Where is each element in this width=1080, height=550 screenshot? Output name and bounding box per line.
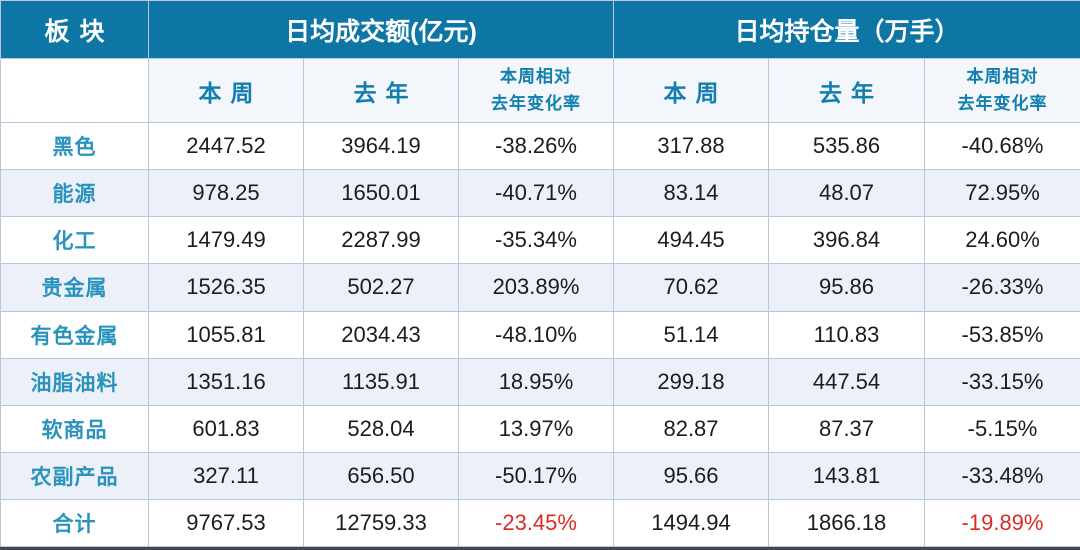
row-label: 能源	[0, 169, 149, 218]
cell-oi-change: -33.48%	[923, 451, 1080, 500]
table-row-total: 合计 9767.53 12759.33 -23.45% 1494.94 1866…	[0, 498, 1080, 548]
cell-turnover-week: 601.83	[148, 404, 304, 453]
row-label: 农副产品	[0, 451, 149, 500]
subheader-change-line2: 去年变化率	[957, 93, 1048, 113]
cell-oi-lastyear: 95.86	[768, 263, 925, 312]
cell-oi-week: 95.66	[613, 451, 769, 500]
group-header-turnover: 日均成交额(亿元)	[148, 0, 614, 60]
cell-turnover-week: 1526.35	[148, 263, 304, 312]
group-header-open-interest: 日均持仓量（万手）	[612, 0, 1080, 60]
group-header-row: 板块 日均成交额(亿元) 日均持仓量（万手）	[0, 0, 1080, 60]
cell-turnover-change: 13.97%	[458, 404, 614, 453]
cell-oi-week: 83.14	[613, 169, 769, 218]
subheader-change-line1: 本周相对	[966, 67, 1039, 87]
table-row-energy: 能源 978.25 1650.01 -40.71% 83.14 48.07 72…	[0, 169, 1080, 218]
row-label: 软商品	[0, 404, 149, 453]
table-row-precious-metals: 贵金属 1526.35 502.27 203.89% 70.62 95.86 -…	[0, 263, 1080, 312]
cell-turnover-week: 1351.16	[148, 357, 304, 406]
row-label: 化工	[0, 216, 149, 265]
row-label-total: 合计	[0, 498, 149, 548]
cell-turnover-change: -50.17%	[458, 451, 614, 500]
cell-oi-change: -26.33%	[923, 263, 1080, 312]
row-label: 有色金属	[0, 310, 149, 359]
cell-oi-change: -53.85%	[923, 310, 1080, 359]
cell-oi-change-negative: -19.89%	[923, 498, 1080, 548]
row-label: 油脂油料	[0, 357, 149, 406]
row-label: 黑色	[0, 122, 149, 171]
cell-turnover-change: -48.10%	[458, 310, 614, 359]
row-label: 贵金属	[0, 263, 149, 312]
cell-oi-lastyear: 447.54	[768, 357, 925, 406]
cell-oi-week: 299.18	[613, 357, 769, 406]
cell-turnover-week: 327.11	[148, 451, 304, 500]
subheader-change-line2: 去年变化率	[491, 93, 581, 113]
cell-turnover-lastyear: 1650.01	[303, 169, 459, 218]
cell-oi-week: 82.87	[613, 404, 769, 453]
cell-turnover-change: -35.34%	[458, 216, 614, 265]
cell-oi-lastyear: 396.84	[768, 216, 925, 265]
cell-oi-week: 1494.94	[613, 498, 769, 548]
subheader-oi-change: 本周相对 去年变化率	[923, 58, 1080, 124]
cell-turnover-week: 9767.53	[148, 498, 304, 548]
cell-oi-week: 494.45	[613, 216, 769, 265]
cell-turnover-lastyear: 2034.43	[303, 310, 459, 359]
table-row-nonferrous-metals: 有色金属 1055.81 2034.43 -48.10% 51.14 110.8…	[0, 310, 1080, 359]
cell-turnover-lastyear: 1135.91	[303, 357, 459, 406]
subheader-turnover-this-week: 本周	[148, 58, 304, 124]
cell-oi-lastyear: 110.83	[768, 310, 925, 359]
cell-turnover-change: 18.95%	[458, 357, 614, 406]
subheader-oi-last-year: 去年	[768, 58, 925, 124]
cell-turnover-lastyear: 502.27	[303, 263, 459, 312]
subheader-turnover-last-year: 去年	[303, 58, 459, 124]
cell-oi-lastyear: 535.86	[768, 122, 925, 171]
cell-turnover-week: 978.25	[148, 169, 304, 218]
table-row-black: 黑色 2447.52 3964.19 -38.26% 317.88 535.86…	[0, 122, 1080, 171]
cell-turnover-week: 1479.49	[148, 216, 304, 265]
cell-turnover-change: -40.71%	[458, 169, 614, 218]
table-row-agricultural-products: 农副产品 327.11 656.50 -50.17% 95.66 143.81 …	[0, 451, 1080, 500]
cell-oi-change: 72.95%	[923, 169, 1080, 218]
corner-header-sector: 板块	[0, 0, 149, 60]
subheader-turnover-change: 本周相对 去年变化率	[458, 58, 614, 124]
cell-turnover-lastyear: 3964.19	[303, 122, 459, 171]
cell-turnover-lastyear: 528.04	[303, 404, 459, 453]
cell-turnover-week: 1055.81	[148, 310, 304, 359]
subheader-oi-this-week: 本周	[613, 58, 769, 124]
cell-oi-week: 70.62	[613, 263, 769, 312]
table-row-chemicals: 化工 1479.49 2287.99 -35.34% 494.45 396.84…	[0, 216, 1080, 265]
cell-oi-change: -33.15%	[923, 357, 1080, 406]
cell-turnover-lastyear: 12759.33	[303, 498, 459, 548]
cell-oi-change: -40.68%	[923, 122, 1080, 171]
blank-corner-cell	[0, 58, 149, 124]
cell-oi-lastyear: 143.81	[768, 451, 925, 500]
cell-oi-change: 24.60%	[923, 216, 1080, 265]
subheader-change-line1: 本周相对	[500, 67, 572, 87]
cell-oi-change: -5.15%	[923, 404, 1080, 453]
cell-oi-week: 317.88	[613, 122, 769, 171]
cell-turnover-change: -38.26%	[458, 122, 614, 171]
table-row-oils-oilseeds: 油脂油料 1351.16 1135.91 18.95% 299.18 447.5…	[0, 357, 1080, 406]
cell-turnover-change: 203.89%	[458, 263, 614, 312]
cell-turnover-lastyear: 656.50	[303, 451, 459, 500]
cell-oi-lastyear: 87.37	[768, 404, 925, 453]
sub-header-row: 本周 去年 本周相对去年变化率 本周 去年 本周相对去年变化率	[0, 58, 1080, 124]
cell-turnover-week: 2447.52	[148, 122, 304, 171]
cell-turnover-lastyear: 2287.99	[303, 216, 459, 265]
table-row-soft-commodities: 软商品 601.83 528.04 13.97% 82.87 87.37 -5.…	[0, 404, 1080, 453]
cell-turnover-change-negative: -23.45%	[458, 498, 614, 548]
cell-oi-lastyear: 1866.18	[768, 498, 925, 548]
cell-oi-week: 51.14	[613, 310, 769, 359]
cell-oi-lastyear: 48.07	[768, 169, 925, 218]
